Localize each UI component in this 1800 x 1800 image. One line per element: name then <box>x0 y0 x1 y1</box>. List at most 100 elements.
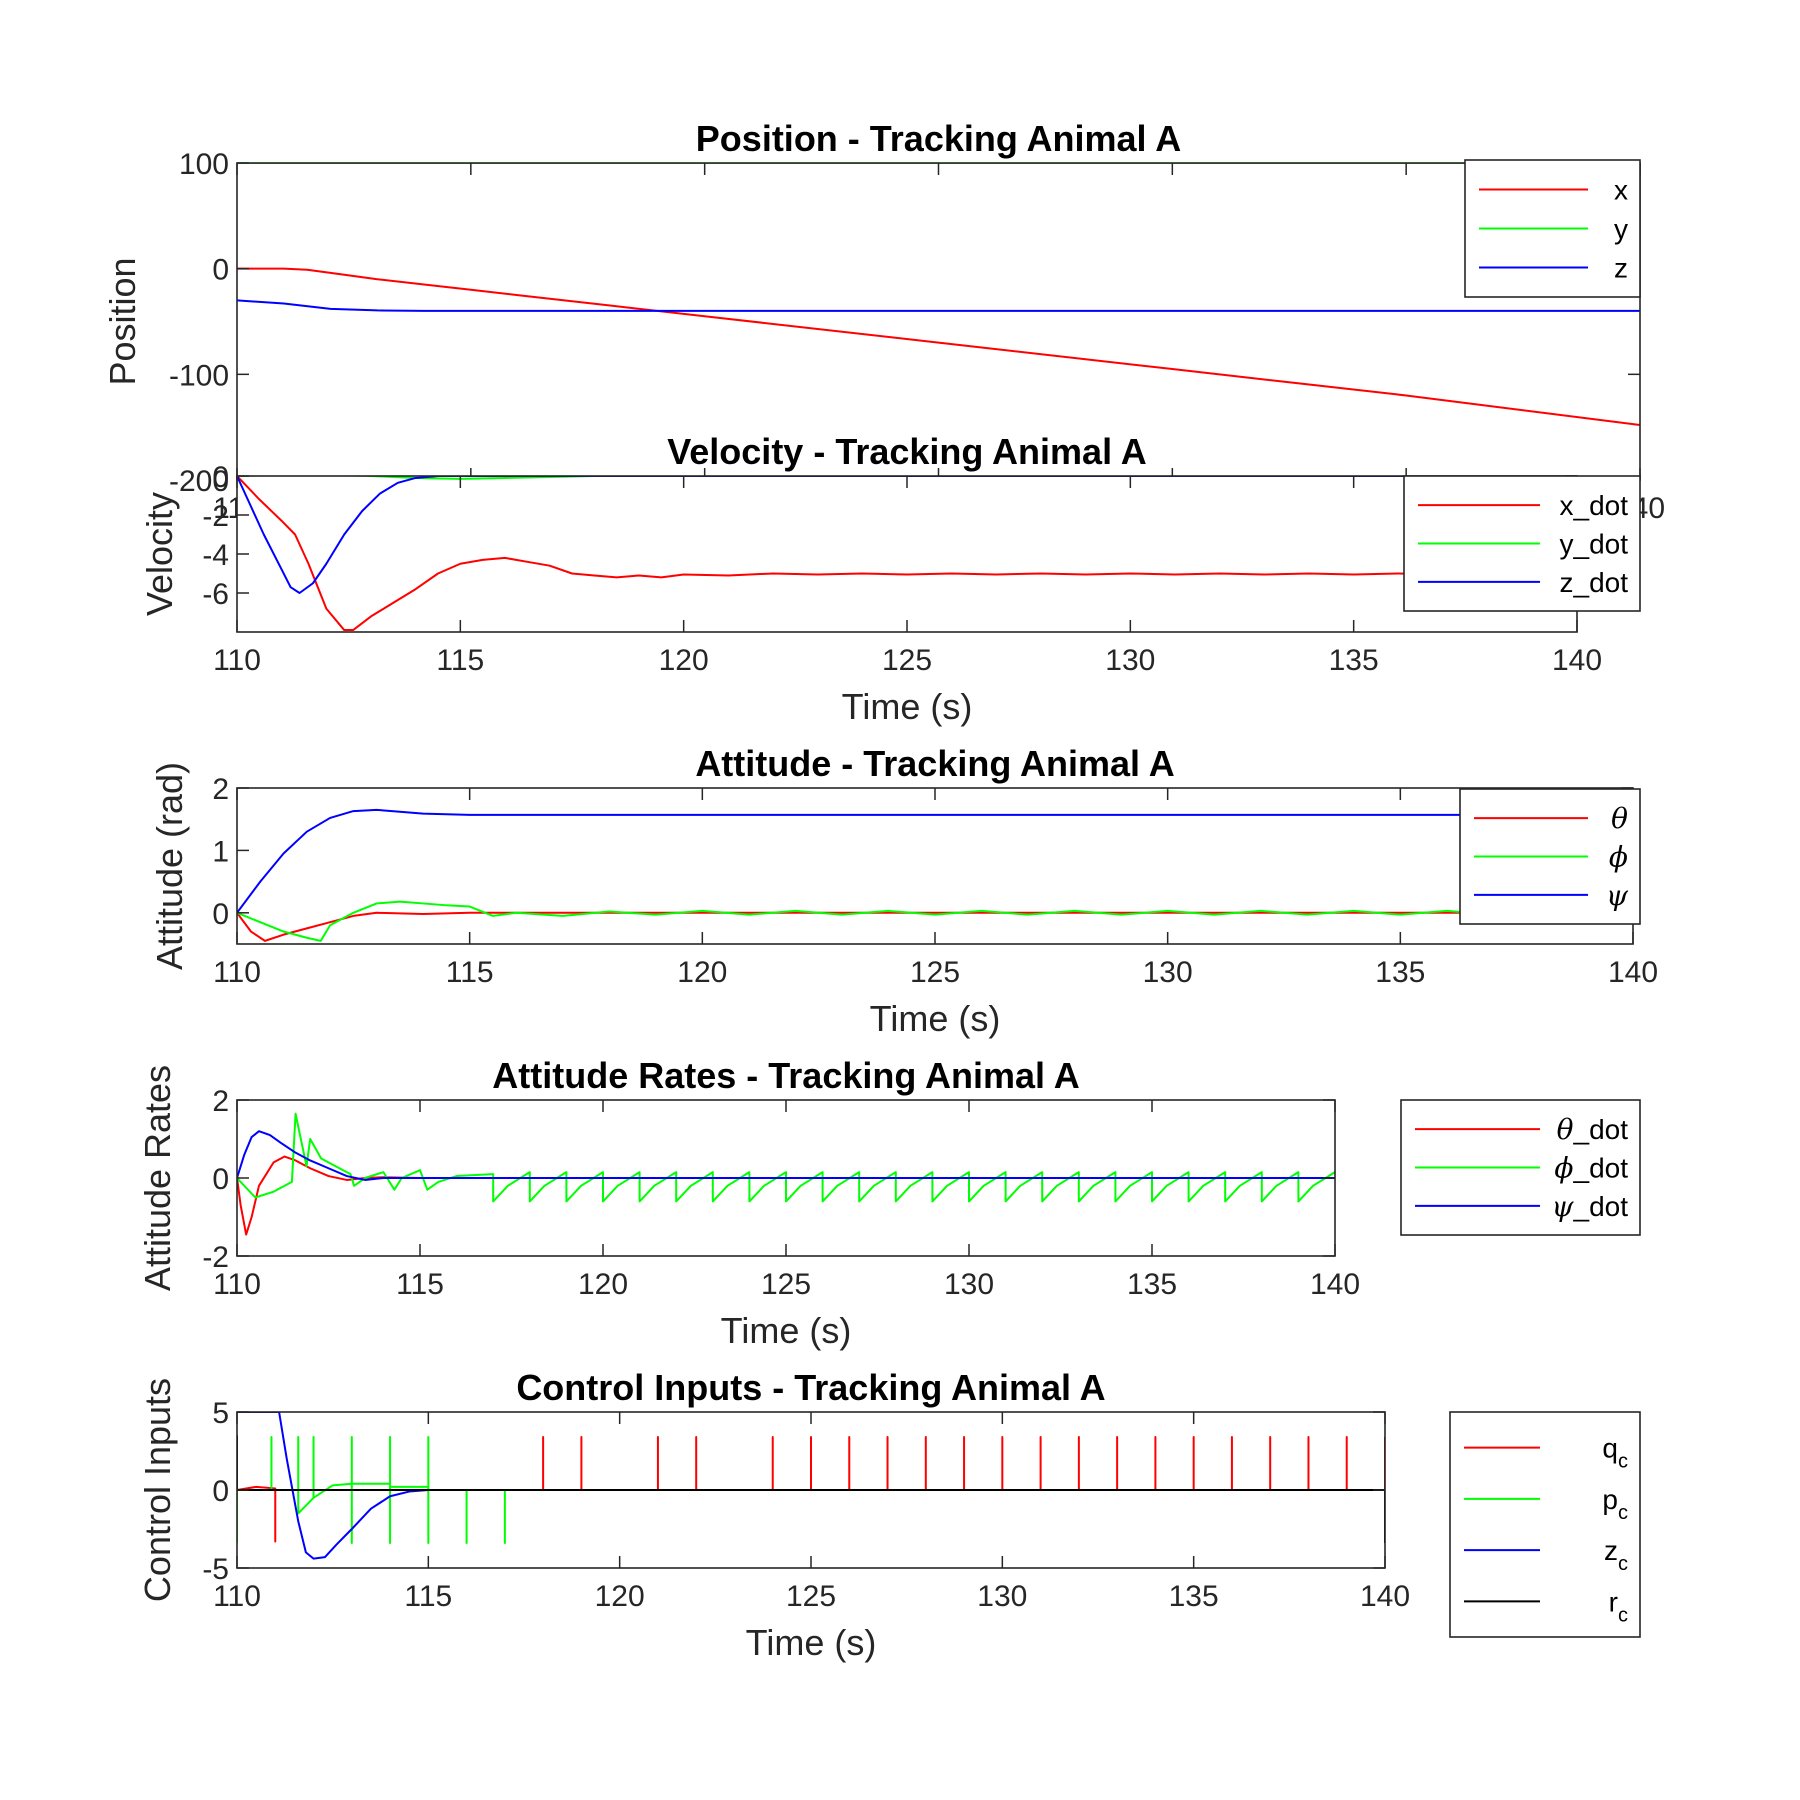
legend-item-: ψ <box>1474 879 1629 912</box>
x-tick-label: 110 <box>213 1268 261 1301</box>
legend-box <box>1449 1411 1641 1638</box>
y-axis-label: Attitude (rad) <box>149 762 190 970</box>
legend-item-: θ <box>1474 802 1628 835</box>
y-tick-label: -2 <box>202 500 229 533</box>
chart-title: Attitude - Tracking Animal A <box>695 743 1174 784</box>
y-tick-label: -200 <box>169 465 229 498</box>
chart-title: Velocity - Tracking Animal A <box>667 431 1146 472</box>
x-tick-label: 140 <box>1310 1268 1360 1301</box>
plot-area <box>237 476 1577 632</box>
x-tick-label: 130 <box>944 1268 994 1301</box>
x-axis-label: Time (s) <box>746 1622 877 1663</box>
chart-title: Control Inputs - Tracking Animal A <box>516 1367 1105 1408</box>
x-tick-label: 130 <box>1143 956 1193 989</box>
y-tick-label: 2 <box>212 773 229 806</box>
legend-item-y: y <box>1479 214 1628 245</box>
legend-label: z_dot <box>1560 567 1629 598</box>
legend: θ_dot ϕ_dot ψ_dot <box>1400 1099 1641 1236</box>
legend-item-dot: ϕ_dot <box>1415 1152 1628 1185</box>
legend-item-z-dot: z_dot <box>1418 567 1628 598</box>
y-axis-label: Attitude Rates <box>137 1065 178 1291</box>
y-tick-label: -2 <box>202 1241 229 1274</box>
chart-2: 110 115 120 125 130 135 140 -6 -4 -2 0 Velocity - T… <box>139 431 1641 727</box>
legend-item-: ϕ <box>1474 841 1628 874</box>
legend-label: θ <box>1611 802 1628 835</box>
series-line-dot <box>237 1155 1335 1236</box>
x-tick-label: 115 <box>404 1580 452 1613</box>
series-line-z <box>237 299 1640 312</box>
x-tick-label: 120 <box>595 1580 645 1613</box>
series-line-x <box>237 267 1640 427</box>
chart-title: Position - Tracking Animal A <box>696 118 1181 159</box>
y-axis-label: Control Inputs <box>137 1378 178 1602</box>
x-tick-label: 140 <box>1360 1580 1410 1613</box>
x-tick-label: 115 <box>436 644 484 677</box>
y-tick-label: -4 <box>202 539 229 572</box>
x-tick-label: 110 <box>213 644 261 677</box>
chart-4: 110 115 120 125 130 135 140 -2 0 2 Attitude Rates … <box>137 1055 1641 1351</box>
legend-label: ψ <box>1606 879 1629 912</box>
legend-label: y <box>1614 214 1628 245</box>
x-tick-label: 115 <box>396 1268 444 1301</box>
x-axis-label: Time (s) <box>721 1310 852 1351</box>
legend-label: ϕ_dot <box>1554 1152 1628 1185</box>
x-tick-label: 135 <box>1375 956 1425 989</box>
x-axis-label: Time (s) <box>842 686 973 727</box>
legend-label: x_dot <box>1560 490 1629 521</box>
y-tick-label: 0 <box>212 254 229 287</box>
legend: qc pc zc rc <box>1449 1411 1641 1638</box>
legend-label: ψ_dot <box>1552 1190 1629 1223</box>
legend: θϕψ <box>1459 788 1641 925</box>
x-tick-label: 120 <box>659 644 709 677</box>
x-tick-label: 135 <box>1127 1268 1177 1301</box>
series-line-dot <box>237 1130 1335 1181</box>
x-tick-label: 125 <box>910 956 960 989</box>
legend: xyz <box>1464 159 1641 298</box>
legend-item-p-c: pc <box>1464 1484 1628 1524</box>
series-line- <box>237 808 1633 914</box>
legend: x_dot y_dot z_dot <box>1403 475 1641 612</box>
series-line-r-c <box>237 1435 1385 1544</box>
x-tick-label: 130 <box>977 1580 1027 1613</box>
chart-3: 110 115 120 125 130 135 140 0 1 2 Attitude - Track… <box>149 743 1658 1039</box>
x-tick-label: 110 <box>213 956 261 989</box>
legend-label: x <box>1614 175 1628 206</box>
x-axis-label: Time (s) <box>870 998 1001 1039</box>
x-tick-label: 120 <box>677 956 727 989</box>
x-tick-label: 125 <box>786 1580 836 1613</box>
x-tick-label: 125 <box>761 1268 811 1301</box>
x-tick-label: 140 <box>1608 956 1658 989</box>
x-tick-label: 120 <box>578 1268 628 1301</box>
legend-label: pc <box>1602 1484 1628 1524</box>
y-tick-label: -100 <box>169 359 229 392</box>
chart-title: Attitude Rates - Tracking Animal A <box>492 1055 1079 1096</box>
plot-area <box>237 788 1633 944</box>
y-tick-label: 5 <box>212 1397 229 1430</box>
y-tick-label: -6 <box>202 578 229 611</box>
legend-item-x: x <box>1479 175 1628 206</box>
y-tick-label: 0 <box>212 1475 229 1508</box>
series-line-dot <box>237 1112 1335 1203</box>
legend-label: qc <box>1602 1433 1628 1473</box>
legend-label: z <box>1614 253 1628 284</box>
series-line-z-dot <box>237 476 1577 594</box>
chart-1: 110115120125130135140-200-1000100Positio… <box>102 118 1665 575</box>
x-tick-label: 130 <box>1105 644 1155 677</box>
y-tick-label: 100 <box>179 148 229 181</box>
legend-label: y_dot <box>1560 529 1629 560</box>
legend-item-y-dot: y_dot <box>1418 529 1628 560</box>
series-line- <box>237 900 1633 942</box>
y-tick-label: 0 <box>212 1163 229 1196</box>
legend-item-dot: ψ_dot <box>1415 1190 1628 1223</box>
x-tick-label: 135 <box>1169 1580 1219 1613</box>
x-tick-label: 135 <box>1329 644 1379 677</box>
x-tick-label: 110 <box>213 1580 261 1613</box>
y-tick-label: -5 <box>202 1553 229 1586</box>
y-tick-label: 2 <box>212 1085 229 1118</box>
y-tick-label: 1 <box>212 835 229 868</box>
legend-item-dot: θ_dot <box>1415 1113 1628 1146</box>
y-axis-label: Position <box>102 257 143 385</box>
legend-item-r-c: rc <box>1464 1586 1628 1626</box>
y-axis-label: Velocity <box>139 492 180 616</box>
